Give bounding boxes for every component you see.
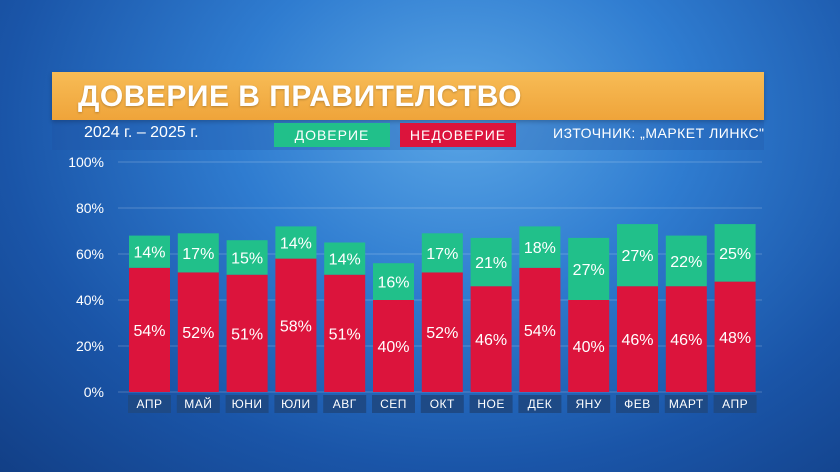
trust-value-label: 27% — [621, 248, 653, 265]
distrust-value-label: 40% — [573, 339, 605, 356]
trust-bar — [617, 224, 658, 287]
period-label: 2024 г. – 2025 г. — [84, 124, 199, 141]
legend-distrust: НЕДОВЕРИЕ — [400, 123, 516, 147]
distrust-value-label: 52% — [182, 325, 214, 342]
category-tag — [274, 395, 318, 413]
distrust-bar — [275, 258, 317, 392]
y-tick-label: 0% — [84, 384, 104, 400]
distrust-bar — [665, 286, 707, 392]
trust-value-label: 17% — [426, 246, 458, 263]
trust-bar — [470, 237, 512, 287]
trust-value-label: 16% — [377, 275, 409, 292]
distrust-bar — [421, 272, 463, 392]
trust-bar — [421, 233, 463, 273]
distrust-value-label: 54% — [133, 323, 165, 340]
category-label: ОКТ — [430, 397, 455, 411]
category-label: НОЕ — [477, 397, 505, 411]
distrust-value-label: 54% — [524, 323, 556, 340]
distrust-value-label: 51% — [231, 326, 263, 343]
category-label: ДЕК — [528, 397, 553, 411]
distrust-value-label: 46% — [475, 332, 507, 349]
trust-value-label: 14% — [133, 245, 165, 262]
trust-bar — [275, 226, 317, 259]
y-tick-label: 20% — [76, 338, 104, 354]
chart-title: ДОВЕРИЕ В ПРАВИТЕЛСТВО — [78, 80, 523, 113]
category-label: АПР — [722, 397, 748, 411]
category-tag — [469, 395, 513, 413]
y-tick-label: 80% — [76, 200, 104, 216]
category-label: ФЕВ — [624, 397, 651, 411]
trust-value-label: 25% — [719, 246, 751, 263]
distrust-bar — [324, 274, 366, 392]
distrust-bar — [714, 281, 756, 392]
distrust-value-label: 40% — [377, 339, 409, 356]
category-label: ЮЛИ — [281, 397, 311, 411]
trust-bar — [519, 226, 561, 268]
distrust-bar — [177, 272, 219, 392]
y-tick-label: 100% — [68, 154, 104, 170]
trust-bar — [665, 235, 707, 287]
category-tag — [664, 395, 708, 413]
trust-bar — [177, 233, 219, 273]
trust-bar — [324, 242, 366, 275]
distrust-bar — [519, 267, 561, 392]
category-label: ЮНИ — [232, 397, 263, 411]
category-label: МАРТ — [669, 397, 704, 411]
trust-value-label: 22% — [670, 254, 702, 271]
distrust-value-label: 51% — [329, 326, 361, 343]
category-tag — [713, 395, 757, 413]
category-tag — [176, 395, 220, 413]
trust-value-label: 14% — [280, 236, 312, 253]
distrust-bar — [568, 300, 610, 392]
legend-trust: ДОВЕРИЕ — [274, 123, 390, 147]
trust-value-label: 18% — [524, 240, 556, 257]
distrust-value-label: 52% — [426, 325, 458, 342]
y-tick-label: 40% — [76, 292, 104, 308]
distrust-bar — [617, 286, 658, 392]
y-tick-label: 60% — [76, 246, 104, 262]
category-label: АПР — [137, 397, 163, 411]
distrust-value-label: 48% — [719, 330, 751, 347]
distrust-bar — [129, 267, 170, 392]
category-tag — [225, 395, 269, 413]
category-label: ЯНУ — [575, 397, 601, 411]
category-label: СЕП — [380, 397, 407, 411]
trust-bar — [373, 263, 414, 300]
category-tag — [518, 395, 562, 413]
trust-value-label: 17% — [182, 246, 214, 263]
category-tag — [128, 395, 171, 413]
title-bar: ДОВЕРИЕ В ПРАВИТЕЛСТВО — [52, 72, 764, 120]
trust-value-label: 21% — [475, 255, 507, 272]
source-label: ИЗТОЧНИК: „МАРКЕТ ЛИНКС" — [553, 125, 765, 141]
category-label: МАЙ — [184, 396, 212, 411]
distrust-bar — [226, 274, 268, 392]
trust-value-label: 27% — [573, 262, 605, 279]
trust-value-label: 14% — [329, 252, 361, 269]
distrust-value-label: 46% — [621, 332, 653, 349]
category-tag — [372, 395, 415, 413]
category-tag — [616, 395, 659, 413]
trust-bar — [568, 237, 610, 300]
category-tag — [420, 395, 464, 413]
distrust-bar — [373, 300, 414, 392]
trust-value-label: 15% — [231, 250, 263, 267]
category-tag — [567, 395, 611, 413]
distrust-value-label: 58% — [280, 318, 312, 335]
category-label: АВГ — [333, 397, 357, 411]
distrust-value-label: 46% — [670, 332, 702, 349]
distrust-bar — [470, 286, 512, 392]
trust-bar — [226, 240, 268, 275]
trust-bar — [714, 224, 756, 282]
trust-bar — [129, 235, 170, 268]
category-tag — [323, 395, 367, 413]
